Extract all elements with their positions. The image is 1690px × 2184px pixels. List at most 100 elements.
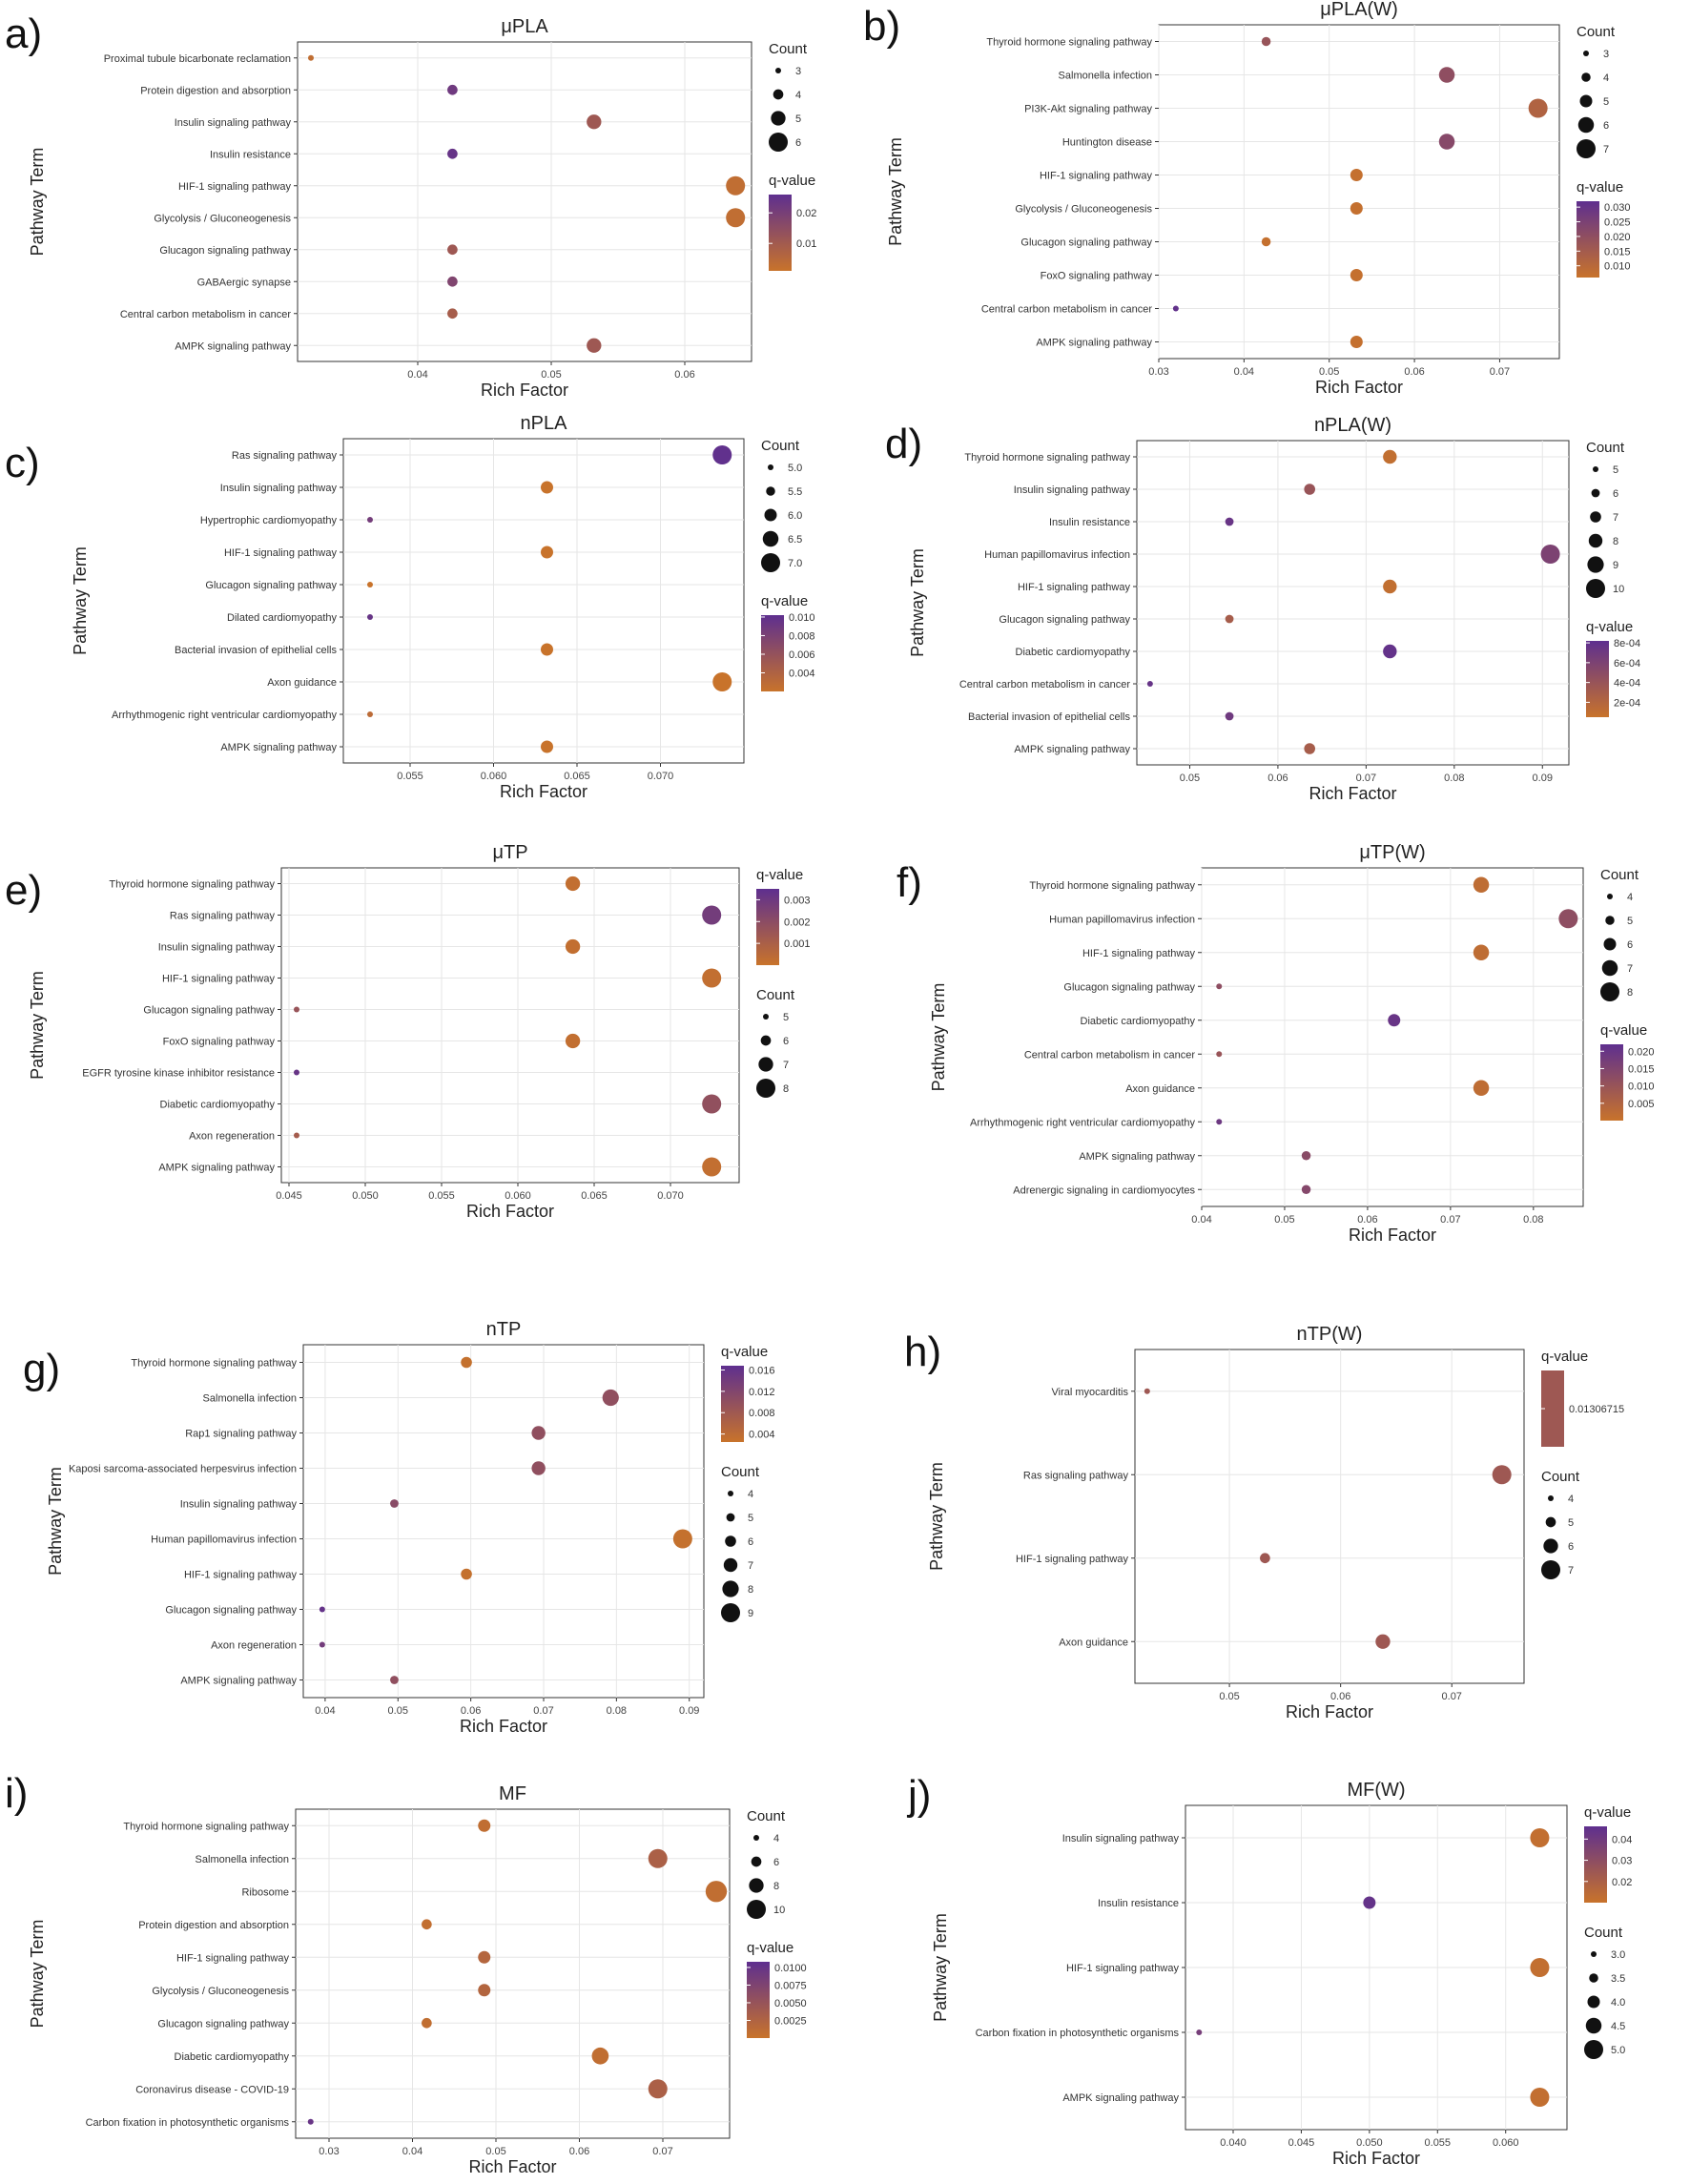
category-label: Arrhythmogenic right ventricular cardiom… bbox=[970, 1117, 1195, 1128]
count-legend-dot bbox=[762, 530, 779, 547]
count-legend-title: Count bbox=[1577, 24, 1616, 40]
count-legend-dot bbox=[775, 68, 781, 73]
category-label: AMPK signaling pathway bbox=[220, 742, 337, 753]
count-legend-label: 8 bbox=[783, 1083, 789, 1095]
x-tick-label: 0.08 bbox=[607, 1705, 627, 1717]
category-label: Glycolysis / Gluconeogenesis bbox=[1015, 204, 1152, 216]
category-label: Human papillomavirus infection bbox=[151, 1535, 297, 1546]
count-legend-dot bbox=[726, 1513, 735, 1522]
q-colorbar-label: 0.012 bbox=[749, 1387, 775, 1398]
category-label: Bacterial invasion of epithelial cells bbox=[175, 645, 337, 656]
data-point bbox=[1363, 1896, 1376, 1909]
q-colorbar-label: 0.02 bbox=[1612, 1877, 1632, 1888]
data-point bbox=[1530, 1958, 1550, 1977]
x-axis-label: Rich Factor bbox=[468, 2157, 556, 2176]
q-colorbar-label: 0.03 bbox=[1612, 1856, 1632, 1867]
data-point bbox=[1528, 98, 1548, 118]
category-label: Glucagon signaling pathway bbox=[157, 2018, 289, 2029]
category-label: Axon regeneration bbox=[189, 1131, 275, 1143]
x-axis-label: Rich Factor bbox=[1315, 378, 1403, 397]
q-colorbar-label: 0.01 bbox=[796, 238, 816, 250]
category-label: Ras signaling pathway bbox=[232, 450, 338, 462]
q-legend-title: q-value bbox=[747, 1940, 793, 1956]
category-label: Hypertrophic cardiomyopathy bbox=[200, 515, 338, 526]
q-colorbar bbox=[756, 889, 779, 965]
panel-letter: g) bbox=[23, 1346, 60, 1392]
x-tick-label: 0.04 bbox=[402, 2146, 422, 2157]
count-legend-dot bbox=[1583, 51, 1589, 56]
panel-letter: i) bbox=[5, 1770, 28, 1817]
q-colorbar bbox=[1577, 201, 1599, 278]
q-colorbar bbox=[761, 615, 784, 691]
count-legend-dot bbox=[753, 1835, 759, 1841]
x-axis-label: Rich Factor bbox=[1349, 1226, 1436, 1245]
category-label: Central carbon metabolism in cancer bbox=[981, 304, 1152, 316]
chart-panel: j) MF(W) 0.040 0.045 0.050 0.055 0.060 Insulin … bbox=[906, 1772, 1632, 2168]
count-legend-dot bbox=[1603, 937, 1617, 951]
count-legend-dot bbox=[758, 1057, 773, 1072]
data-point bbox=[1196, 2029, 1203, 2035]
q-colorbar-label: 2e-04 bbox=[1614, 697, 1640, 709]
q-colorbar-label: 0.004 bbox=[749, 1430, 775, 1441]
count-legend-label: 6.0 bbox=[788, 510, 802, 522]
count-legend-label: 6 bbox=[1603, 120, 1609, 132]
x-tick-label: 0.06 bbox=[569, 2146, 589, 2157]
count-legend-label: 7 bbox=[1613, 512, 1618, 524]
x-tick-label: 0.08 bbox=[1444, 773, 1464, 784]
q-colorbar bbox=[1586, 641, 1609, 717]
count-legend-label: 6.5 bbox=[788, 534, 802, 546]
q-colorbar-label: 0.0100 bbox=[774, 1963, 807, 1974]
category-label: Human papillomavirus infection bbox=[1049, 914, 1195, 925]
category-label: Axon guidance bbox=[1125, 1083, 1195, 1095]
data-point bbox=[1473, 1080, 1490, 1096]
x-tick-label: 0.055 bbox=[428, 1190, 455, 1202]
plot-area bbox=[1158, 24, 1560, 360]
x-axis-label: Rich Factor bbox=[1309, 784, 1396, 803]
data-point bbox=[1350, 269, 1363, 281]
q-colorbar-label: 0.020 bbox=[1604, 232, 1631, 243]
category-label: Salmonella infection bbox=[196, 1854, 289, 1865]
chart-title: MF(W) bbox=[1347, 1780, 1405, 1801]
x-tick-label: 0.06 bbox=[1330, 1691, 1350, 1702]
category-label: Glycolysis / Gluconeogenesis bbox=[152, 1986, 289, 1997]
category-label: Insulin resistance bbox=[210, 149, 291, 160]
data-point bbox=[1216, 1051, 1223, 1058]
count-legend-label: 5 bbox=[1627, 916, 1633, 927]
data-point bbox=[541, 643, 553, 656]
chart-panel: g) nTP 0.04 0.05 0.06 0.07 0.08 0.09 Thyroid hor… bbox=[23, 1319, 775, 1736]
data-point bbox=[1350, 202, 1363, 215]
category-label: HIF-1 signaling pathway bbox=[224, 547, 338, 559]
category-label: Ribosome bbox=[241, 1886, 289, 1898]
x-tick-label: 0.09 bbox=[679, 1705, 699, 1717]
x-tick-label: 0.060 bbox=[505, 1190, 531, 1202]
data-point bbox=[565, 876, 581, 892]
data-point bbox=[1216, 983, 1223, 990]
q-colorbar-label: 0.015 bbox=[1628, 1063, 1655, 1075]
count-legend-label: 4.0 bbox=[1611, 1997, 1625, 2009]
data-point bbox=[1225, 614, 1234, 624]
category-label: AMPK signaling pathway bbox=[175, 340, 291, 352]
category-label: Glucagon signaling pathway bbox=[159, 245, 291, 257]
count-legend-dot bbox=[768, 464, 773, 470]
count-legend-label: 6 bbox=[783, 1036, 789, 1047]
category-label: Glucagon signaling pathway bbox=[1063, 981, 1195, 993]
category-label: Adrenergic signaling in cardiomyocytes bbox=[1013, 1185, 1195, 1196]
category-label: Viral myocarditis bbox=[1052, 1387, 1129, 1398]
x-tick-label: 0.050 bbox=[1356, 2137, 1383, 2149]
category-label: Salmonella infection bbox=[1059, 71, 1152, 82]
category-label: Glucagon signaling pathway bbox=[1020, 237, 1152, 249]
data-point bbox=[390, 1499, 399, 1508]
count-legend-label: 6 bbox=[795, 137, 801, 149]
count-legend-label: 9 bbox=[1613, 560, 1618, 571]
category-label: AMPK signaling pathway bbox=[1079, 1151, 1195, 1163]
q-colorbar-label: 0.002 bbox=[784, 917, 811, 928]
q-colorbar-label: 0.003 bbox=[784, 895, 811, 906]
chart-panel: c) nPLA 0.055 0.060 0.065 0.070 Ras signaling … bbox=[5, 413, 815, 801]
count-legend-dot bbox=[1548, 1495, 1554, 1501]
data-point bbox=[447, 276, 458, 287]
x-tick-label: 0.07 bbox=[652, 2146, 672, 2157]
data-point bbox=[478, 1819, 491, 1832]
x-tick-label: 0.05 bbox=[1180, 773, 1200, 784]
data-point bbox=[447, 84, 458, 95]
count-legend-title: Count bbox=[1541, 1469, 1580, 1485]
